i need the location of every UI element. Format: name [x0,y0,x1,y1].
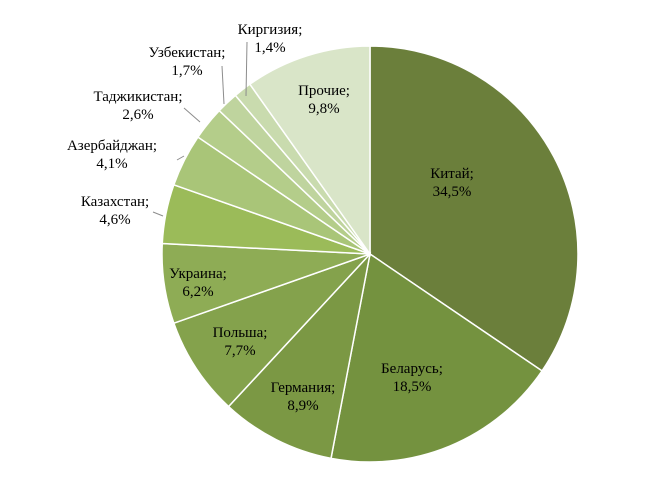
slice-name: Узбекистан; [149,45,226,61]
slice-label-3: Германия; 8,9% [271,380,336,414]
slice-percent: 1,4% [254,40,285,56]
slice-percent: 1,7% [171,63,202,79]
slice-percent: 9,8% [308,101,339,117]
leader-line-7 [176,155,185,161]
slice-name: Польша; [213,325,268,341]
slice-label-7: Азербайджан; 4,1% [67,138,157,172]
slice-name: Казахстан; [81,194,149,210]
pie-slice-1 [369,45,579,372]
leader-line-6 [152,211,164,217]
slice-name: Прочие; [298,83,350,99]
slice-label-4: Польша; 7,7% [213,325,268,359]
slice-percent: 2,6% [122,107,153,123]
pie-slice-3 [227,251,372,460]
leader-line-9 [221,65,225,105]
slice-percent: 34,5% [433,184,472,200]
slice-label-2: Беларусь; 18,5% [381,361,443,395]
slice-name: Украина; [169,266,227,282]
slice-percent: 4,6% [99,212,130,228]
pie-slice-2 [330,252,544,463]
leader-line-10 [245,41,248,97]
slice-labels: Китай; 34,5% Беларусь; 18,5% Германия; 8,9% По… [67,22,474,414]
pie-slice-4 [172,253,371,408]
slice-percent: 6,2% [182,284,213,300]
slice-percent: 4,1% [96,156,127,172]
slice-label-5: Украина; 6,2% [169,266,227,300]
slice-name: Киргизия; [238,22,303,38]
slice-percent: 7,7% [224,343,255,359]
slice-name: Таджикистан; [93,89,182,105]
slice-label-9: Узбекистан; 1,7% [149,45,226,79]
pie-slice-11 [248,45,371,257]
slice-label-11: Прочие; 9,8% [298,83,350,117]
slice-name: Китай; [430,166,474,182]
slice-percent: 8,9% [287,398,318,414]
slice-name: Беларусь; [381,361,443,377]
slice-label-1: Китай; 34,5% [430,166,474,200]
slice-name: Азербайджан; [67,138,157,154]
slice-label-10: Киргизия; 1,4% [238,22,303,56]
leader-line-8 [183,107,201,123]
slice-percent: 18,5% [393,379,432,395]
pie-slices [161,45,579,463]
slice-name: Германия; [271,380,336,396]
slice-label-8: Таджикистан; 2,6% [93,89,182,123]
leader-lines [152,41,248,217]
slice-label-6: Казахстан; 4,6% [81,194,149,228]
